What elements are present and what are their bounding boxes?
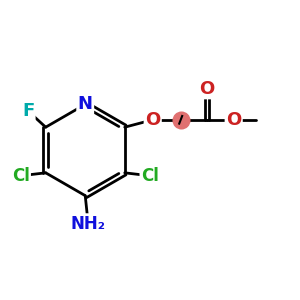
Text: Cl: Cl <box>12 167 30 185</box>
Text: N: N <box>78 95 93 113</box>
Text: Cl: Cl <box>141 167 159 185</box>
Text: O: O <box>226 111 241 129</box>
Text: O: O <box>200 80 215 98</box>
Text: F: F <box>22 102 34 120</box>
Text: NH₂: NH₂ <box>71 214 106 232</box>
Text: O: O <box>145 111 160 129</box>
